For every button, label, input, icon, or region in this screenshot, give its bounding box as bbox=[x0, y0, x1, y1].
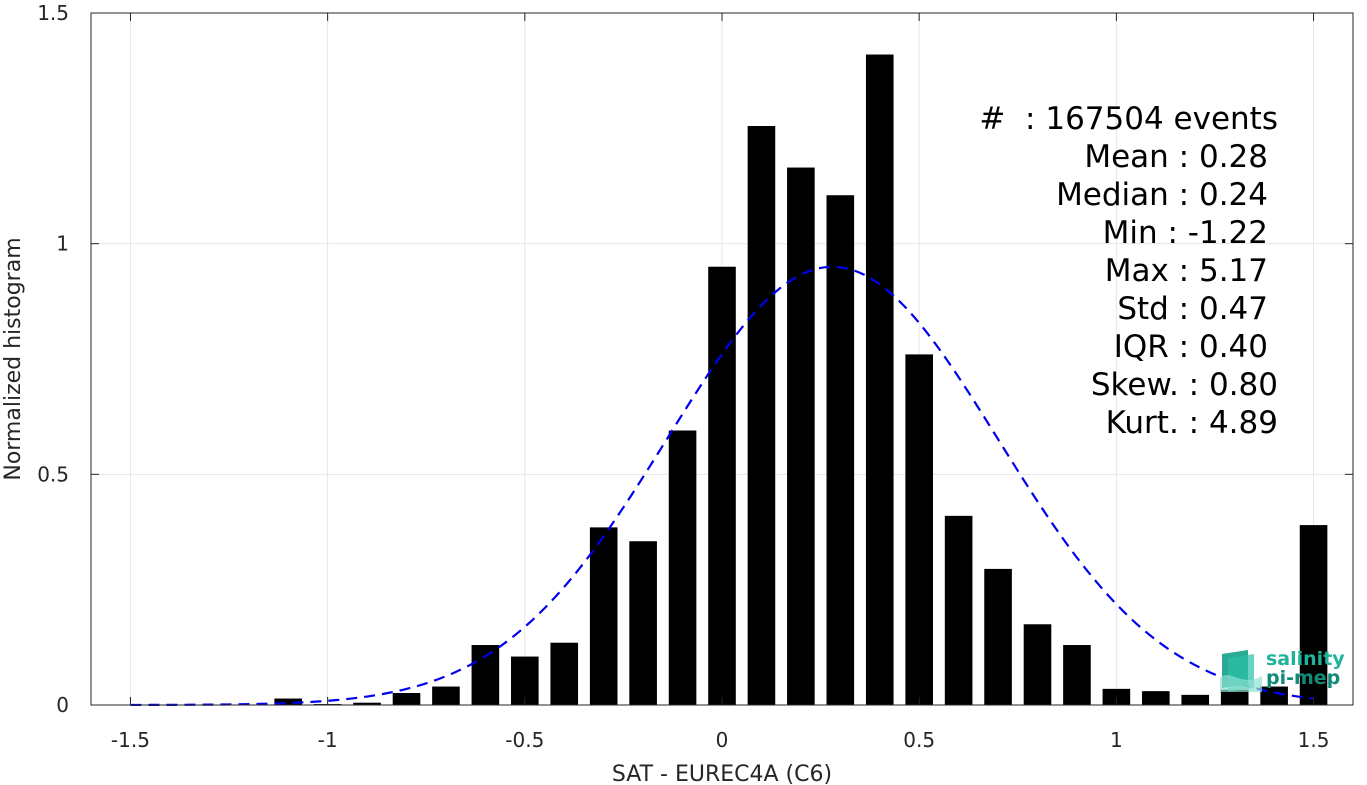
histogram-bar bbox=[747, 126, 776, 705]
y-tick-label: 0 bbox=[56, 693, 69, 717]
histogram-bar bbox=[274, 698, 302, 705]
histogram-bar bbox=[629, 541, 657, 705]
y-tick-label: 1 bbox=[56, 232, 69, 256]
stats-min: Min : -1.22 bbox=[1102, 215, 1268, 251]
histogram-bar bbox=[589, 527, 618, 705]
histogram-bar bbox=[1023, 624, 1052, 705]
histogram-bar bbox=[432, 686, 460, 705]
x-tick-label: -1 bbox=[318, 728, 338, 752]
logo-word-pimep: pi-mep bbox=[1266, 667, 1341, 689]
stats-median: Median : 0.24 bbox=[1056, 177, 1268, 213]
histogram-bar bbox=[1102, 688, 1131, 705]
histogram-bar bbox=[1063, 645, 1091, 705]
stats-kurt: Kurt. : 4.89 bbox=[1105, 405, 1278, 441]
histogram-bar bbox=[1299, 525, 1328, 705]
y-tick-label: 1.5 bbox=[37, 1, 69, 25]
histogram-bar bbox=[392, 693, 421, 705]
stats-iqr: IQR : 0.40 bbox=[1113, 329, 1268, 365]
histogram-bar bbox=[471, 645, 500, 705]
histogram-bar bbox=[944, 515, 973, 705]
histogram-bar bbox=[787, 167, 815, 706]
x-tick-label: 1.5 bbox=[1298, 728, 1330, 752]
x-tick-label: 0 bbox=[716, 728, 729, 752]
histogram-bar bbox=[668, 430, 697, 705]
stats-annotation: # : 167504 events Mean : 0.28 Median : 0… bbox=[960, 100, 1280, 450]
histogram-bar bbox=[511, 656, 539, 705]
histogram-bar bbox=[905, 354, 933, 705]
x-tick-label: 1 bbox=[1110, 728, 1123, 752]
x-tick-label: 0.5 bbox=[903, 728, 935, 752]
stats-std: Std : 0.47 bbox=[1117, 291, 1268, 327]
stats-max: Max : 5.17 bbox=[1104, 253, 1268, 289]
y-axis-label: Normalized histogram bbox=[1, 237, 26, 480]
axis-ticks: -1.5 -1 -0.5 0 0.5 1 1.5 0 0.5 1 1.5 bbox=[37, 1, 1353, 752]
stats-mean: Mean : 0.28 bbox=[1084, 139, 1268, 175]
histogram-bar bbox=[353, 702, 381, 705]
histogram-bar bbox=[865, 54, 894, 705]
logo-word-salinity: salinity bbox=[1266, 648, 1345, 670]
wave-logo-icon bbox=[1220, 650, 1262, 692]
histogram-bars bbox=[274, 54, 1328, 706]
histogram-bar bbox=[826, 195, 855, 705]
histogram-bar bbox=[1220, 689, 1249, 705]
histogram-bar bbox=[1142, 691, 1170, 705]
x-axis-label: SAT - EUREC4A (C6) bbox=[612, 762, 832, 785]
histogram-bar bbox=[1181, 694, 1210, 705]
histogram-bar bbox=[1260, 686, 1288, 705]
x-tick-label: -1.5 bbox=[111, 728, 150, 752]
y-tick-label: 0.5 bbox=[37, 462, 69, 486]
stats-skew: Skew. : 0.80 bbox=[1090, 367, 1278, 403]
salinity-pimep-logo: salinity pi-mep bbox=[1218, 648, 1348, 694]
histogram-bar bbox=[984, 568, 1012, 705]
histogram-bar bbox=[550, 642, 579, 705]
histogram-bar bbox=[708, 266, 736, 705]
x-tick-label: -0.5 bbox=[505, 728, 544, 752]
stats-count: # : 167504 events bbox=[979, 101, 1278, 137]
